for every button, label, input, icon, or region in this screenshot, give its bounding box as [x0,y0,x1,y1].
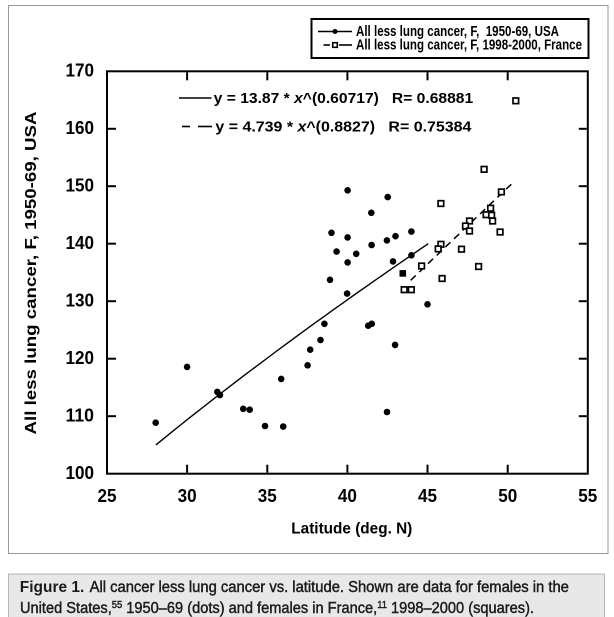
svg-text:United States,55 1950–69 (dots: United States,55 1950–69 (dots) and fema… [20,600,534,617]
svg-text:160: 160 [66,117,95,138]
svg-text:170: 170 [66,60,95,81]
svg-text:y = 4.739 * x^(0.8827) R= 0.: y = 4.739 * x^(0.8827) R= 0.75384 [215,120,471,136]
svg-text:140: 140 [66,232,95,253]
svg-text:All less lung cancer, F, 1950: All less lung cancer, F, 1950-69, USA [356,24,559,40]
svg-text:55: 55 [578,485,597,506]
svg-text:110: 110 [66,405,95,426]
svg-text:50: 50 [498,485,517,506]
svg-text:30: 30 [178,485,197,506]
svg-text:35: 35 [258,485,277,506]
svg-text:y = 13.87 * x^(0.60717) R= 0: y = 13.87 * x^(0.60717) R= 0.68881 [214,91,474,107]
svg-text:150: 150 [66,175,95,196]
svg-text:All less lung cancer, F, 1950-: All less lung cancer, F, 1950-69, USA [23,111,40,434]
svg-text:Figure 1.: Figure 1. [20,579,85,596]
svg-text:120: 120 [66,347,95,368]
svg-text:Latitude (deg. N): Latitude (deg. N) [291,521,412,538]
svg-text:All less lung cancer, F, 1998-: All less lung cancer, F, 1998-2000, Fran… [356,38,582,54]
svg-text:40: 40 [338,485,357,506]
svg-text:All cancer less lung cancer vs: All cancer less lung cancer vs. latitude… [90,579,569,596]
svg-text:130: 130 [66,290,95,311]
svg-text:100: 100 [66,462,95,483]
svg-text:45: 45 [418,485,437,506]
svg-text:25: 25 [98,485,117,506]
